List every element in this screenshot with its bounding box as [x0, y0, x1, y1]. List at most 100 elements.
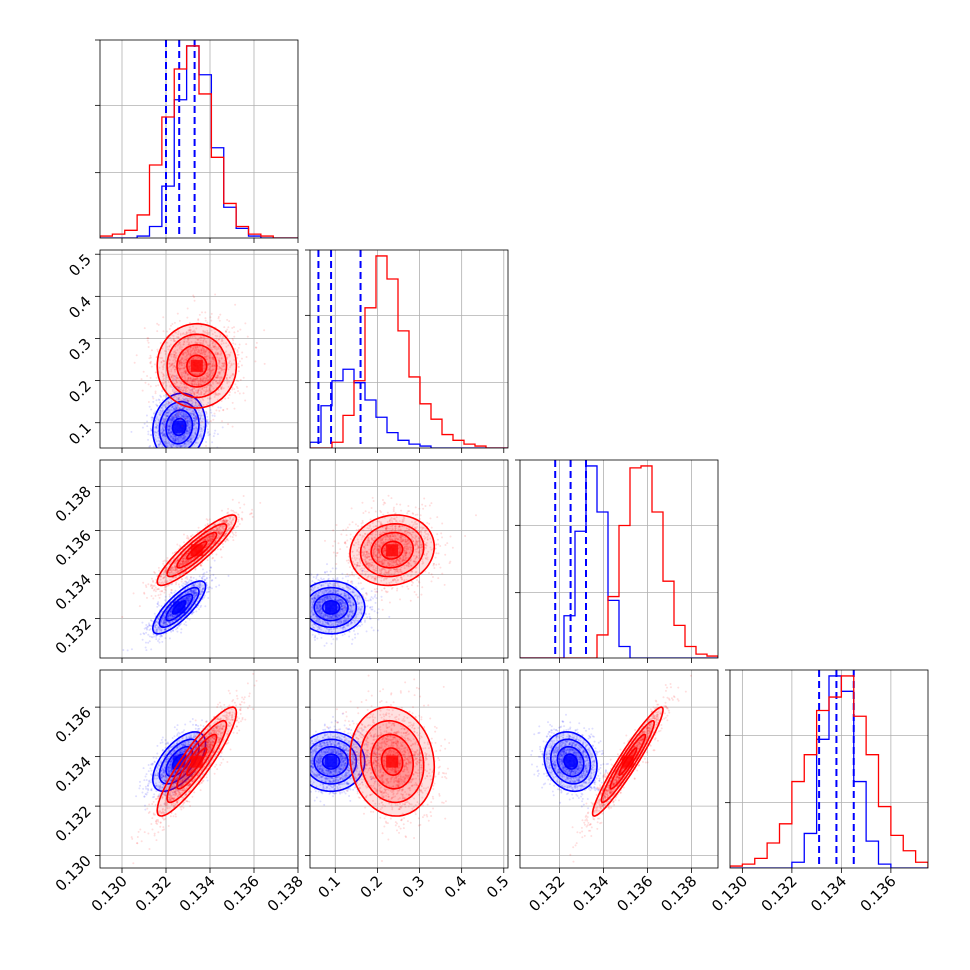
- scatter-point: [168, 461, 170, 463]
- scatter-point: [150, 433, 153, 436]
- scatter-point: [179, 417, 182, 420]
- scatter-point: [187, 408, 190, 411]
- scatter-point: [200, 414, 203, 417]
- scatter-point: [242, 392, 245, 395]
- scatter-point: [146, 339, 149, 342]
- scatter-point: [135, 354, 138, 357]
- scatter-point: [158, 398, 161, 401]
- scatter-point: [167, 400, 170, 403]
- scatter-point: [166, 395, 169, 398]
- scatter-point: [184, 443, 187, 446]
- scatter-point: [236, 350, 239, 353]
- scatter-point: [143, 422, 146, 425]
- scatter-point: [181, 452, 183, 454]
- scatter-point: [168, 418, 171, 421]
- scatter-point: [203, 596, 206, 599]
- scatter-point: [165, 441, 168, 444]
- scatter-point: [245, 385, 248, 388]
- scatter-point: [170, 442, 173, 445]
- scatter-point: [164, 435, 167, 438]
- scatter-point: [200, 426, 203, 429]
- scatter-point: [167, 428, 170, 431]
- scatter-point: [206, 432, 209, 435]
- scatter-point: [187, 431, 190, 434]
- scatter-point: [174, 439, 177, 442]
- scatter-point: [187, 430, 190, 433]
- scatter-point: [175, 416, 178, 419]
- scatter-point: [174, 438, 177, 441]
- scatter-point: [236, 356, 239, 359]
- scatter-point: [171, 419, 174, 422]
- scatter-point: [176, 452, 178, 454]
- scatter-point: [186, 425, 189, 428]
- scatter-point: [184, 397, 187, 400]
- scatter-point: [167, 403, 170, 406]
- scatter-point: [144, 641, 147, 644]
- scatter-point: [201, 449, 203, 451]
- scatter-point: [244, 399, 247, 402]
- scatter-point: [188, 441, 191, 444]
- scatter-point: [164, 595, 167, 598]
- scatter-point: [153, 412, 156, 415]
- scatter-point: [141, 621, 144, 624]
- scatter-point: [171, 323, 174, 326]
- scatter-point: [170, 408, 173, 411]
- scatter-point: [171, 416, 174, 419]
- scatter-point: [189, 412, 192, 415]
- scatter-point: [182, 389, 185, 392]
- scatter-point: [196, 441, 199, 444]
- scatter-point: [177, 583, 180, 586]
- scatter-point: [208, 397, 211, 400]
- scatter-point: [159, 442, 162, 445]
- scatter-point: [158, 413, 161, 416]
- scatter-point: [130, 648, 133, 651]
- scatter-point: [161, 410, 164, 413]
- scatter-point: [162, 433, 165, 436]
- scatter-point: [201, 420, 204, 423]
- scatter-point: [189, 420, 192, 423]
- scatter-point: [185, 429, 188, 432]
- scatter-point: [146, 337, 149, 340]
- scatter-point: [208, 421, 211, 424]
- scatter-point: [166, 415, 169, 418]
- scatter-point: [237, 390, 240, 393]
- scatter-point: [161, 431, 164, 434]
- scatter-point: [198, 575, 201, 578]
- scatter-point: [168, 432, 171, 435]
- scatter-point: [160, 463, 162, 465]
- scatter-point: [147, 583, 150, 586]
- scatter-point: [208, 518, 211, 521]
- scatter-point: [168, 425, 171, 428]
- scatter-point: [186, 399, 189, 402]
- scatter-point: [192, 427, 195, 430]
- scatter-point: [171, 406, 174, 409]
- scatter-point: [188, 420, 191, 423]
- scatter-point: [176, 312, 179, 315]
- scatter-point: [158, 448, 160, 450]
- scatter-point: [175, 414, 178, 417]
- scatter-point: [157, 436, 160, 439]
- scatter-point: [160, 453, 162, 455]
- scatter-point: [182, 438, 185, 441]
- scatter-point: [185, 453, 187, 455]
- scatter-point: [198, 435, 201, 438]
- scatter-point: [160, 421, 163, 424]
- scatter-point: [189, 437, 192, 440]
- scatter-point: [192, 417, 195, 420]
- scatter-point: [177, 441, 180, 444]
- scatter-point: [192, 413, 195, 416]
- scatter-point: [168, 637, 171, 640]
- scatter-point: [179, 451, 181, 453]
- scatter-point: [227, 423, 230, 426]
- scatter-point: [162, 429, 165, 432]
- scatter-point: [255, 341, 258, 344]
- scatter-point: [147, 345, 150, 348]
- scatter-point: [164, 454, 166, 456]
- scatter-point: [162, 330, 165, 333]
- scatter-point: [170, 400, 173, 403]
- scatter-point: [149, 376, 152, 379]
- scatter-point: [164, 420, 167, 423]
- scatter-point: [221, 420, 224, 423]
- scatter-point: [205, 441, 208, 444]
- scatter-point: [159, 414, 162, 417]
